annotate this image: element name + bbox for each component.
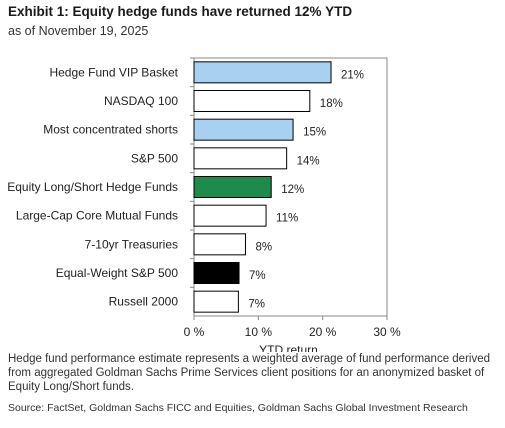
plot-area: Hedge Fund VIP Basket 21% NASDAQ 100 18% Mos… xyxy=(7,57,401,352)
category-label: S&P 500 xyxy=(131,151,178,165)
source-note: Source: FactSet, Goldman Sachs FICC and … xyxy=(8,402,468,414)
data-label: 14% xyxy=(297,155,320,167)
category-label: Hedge Fund VIP Basket xyxy=(49,65,178,79)
category-label: 7-10yr Treasuries xyxy=(85,237,178,251)
data-label: 7% xyxy=(248,299,265,311)
chart-title: Exhibit 1: Equity hedge funds have retur… xyxy=(8,4,353,19)
footnote: Hedge fund performance estimate represen… xyxy=(8,353,491,393)
data-label: 11% xyxy=(276,213,298,225)
data-label: 12% xyxy=(281,184,304,196)
bar xyxy=(193,118,294,141)
chart-subtitle: as of November 19, 2025 xyxy=(8,24,149,38)
bar xyxy=(193,61,332,84)
data-label: 8% xyxy=(255,241,272,253)
category-label: Large-Cap Core Mutual Funds xyxy=(16,209,178,223)
category-label: Russell 2000 xyxy=(109,295,179,309)
category-label: NASDAQ 100 xyxy=(104,94,178,108)
bar xyxy=(193,262,240,284)
data-label: 15% xyxy=(303,127,326,139)
bar xyxy=(193,90,311,112)
bar xyxy=(193,147,288,170)
category-label: Equity Long/Short Hedge Funds xyxy=(7,180,178,194)
bar xyxy=(193,204,267,227)
bar xyxy=(193,233,246,256)
data-label: 18% xyxy=(320,98,343,110)
data-label: 21% xyxy=(341,69,364,81)
x-tick-label: 20 % xyxy=(309,325,337,339)
x-tick-label: 0 % xyxy=(184,325,205,339)
bar xyxy=(193,176,272,198)
bar-chart: Hedge Fund VIP Basket 21% NASDAQ 100 18% Mos… xyxy=(7,57,401,352)
bar xyxy=(193,290,239,313)
x-axis-label: YTD return xyxy=(259,343,318,352)
data-label: 7% xyxy=(249,270,266,282)
x-tick-label: 30 % xyxy=(373,325,401,339)
category-label: Most concentrated shorts xyxy=(43,123,178,137)
category-label: Equal-Weight S&P 500 xyxy=(56,266,179,280)
x-tick-label: 10 % xyxy=(245,325,273,339)
